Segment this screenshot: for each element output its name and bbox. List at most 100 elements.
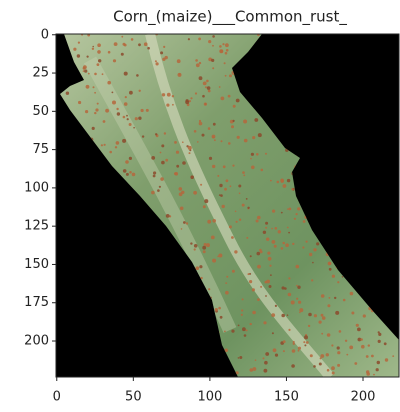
rust-spot xyxy=(85,84,90,89)
rust-spot xyxy=(232,164,235,167)
rust-spot xyxy=(254,359,257,362)
rust-spot xyxy=(174,172,179,176)
rust-spot xyxy=(302,246,305,249)
rust-spot xyxy=(225,282,228,284)
rust-spot xyxy=(240,313,243,316)
rust-spot xyxy=(331,366,335,371)
rust-spot xyxy=(161,144,165,148)
rust-spot xyxy=(312,261,314,264)
rust-spot xyxy=(245,329,248,332)
image-area xyxy=(55,33,400,378)
rust-spot xyxy=(287,292,292,297)
rust-spot xyxy=(176,59,181,64)
rust-spot xyxy=(231,329,235,333)
rust-spot xyxy=(200,276,203,280)
rust-spot xyxy=(265,152,267,155)
rust-spot xyxy=(155,62,159,66)
rust-spot xyxy=(130,38,134,41)
rust-spot xyxy=(228,142,231,145)
rust-spot xyxy=(172,103,174,106)
rust-spot xyxy=(274,227,278,230)
rust-spot xyxy=(126,118,129,121)
rust-spot xyxy=(84,69,88,73)
rust-spot xyxy=(223,62,226,65)
rust-spot xyxy=(151,190,155,195)
rust-spot xyxy=(102,120,106,123)
rust-spot xyxy=(245,198,248,200)
rust-spot xyxy=(328,261,332,265)
axes-frame xyxy=(55,33,400,378)
rust-spot xyxy=(159,151,162,154)
rust-spot xyxy=(337,281,340,284)
rust-spot xyxy=(190,97,193,100)
rust-spot xyxy=(252,310,256,315)
rust-spot xyxy=(298,300,302,304)
rust-spot xyxy=(319,357,322,360)
rust-spot xyxy=(291,364,295,368)
rust-spot xyxy=(206,79,209,83)
rust-spot xyxy=(355,323,359,327)
rust-spot xyxy=(228,225,232,229)
rust-spot xyxy=(217,174,220,177)
rust-spot xyxy=(109,150,112,154)
rust-spot xyxy=(282,340,286,344)
rust-spot xyxy=(325,353,329,357)
rust-spot xyxy=(299,308,304,313)
y-tick-label: 100 xyxy=(24,180,49,195)
rust-spot xyxy=(282,350,285,353)
rust-spot xyxy=(138,89,141,93)
rust-spot xyxy=(83,65,87,69)
rust-spot xyxy=(76,54,81,58)
rust-spot xyxy=(214,308,218,312)
rust-spot xyxy=(249,255,252,258)
rust-spot xyxy=(138,116,142,120)
rust-spot xyxy=(292,342,295,345)
rust-spot xyxy=(371,354,374,358)
rust-spot xyxy=(291,188,294,191)
rust-spot xyxy=(349,345,354,350)
rust-spot xyxy=(354,362,358,365)
chart-title: Corn_(maize)___Common_rust_ xyxy=(113,8,347,27)
rust-spot xyxy=(222,43,225,46)
rust-spot xyxy=(198,37,202,41)
rust-spot xyxy=(265,295,267,297)
rust-spot xyxy=(288,207,292,211)
rust-spot xyxy=(193,190,198,195)
rust-spot xyxy=(316,242,320,246)
rust-spot xyxy=(276,180,280,184)
rust-spot xyxy=(140,108,144,113)
rust-spot xyxy=(326,333,331,337)
rust-spot xyxy=(263,321,267,325)
rust-spot xyxy=(238,218,242,221)
y-tick-label: 175 xyxy=(24,295,49,310)
rust-spot xyxy=(270,274,272,276)
rust-spot xyxy=(328,267,332,271)
rust-spot xyxy=(105,108,109,113)
rust-spot xyxy=(291,349,296,353)
rust-spot xyxy=(103,143,106,146)
rust-spot xyxy=(259,250,263,254)
rust-spot xyxy=(309,354,313,358)
rust-spot xyxy=(165,214,170,218)
x-tick-label: 50 xyxy=(125,390,142,405)
rust-spot xyxy=(383,342,387,346)
rust-spot xyxy=(257,215,261,220)
rust-spot xyxy=(232,119,235,122)
rust-spot xyxy=(273,244,277,248)
rust-spot xyxy=(219,315,223,319)
rust-spot xyxy=(243,174,246,177)
rust-spot xyxy=(274,304,277,307)
rust-spot xyxy=(224,187,227,191)
rust-spot xyxy=(225,43,229,48)
rust-spot xyxy=(286,314,289,317)
rust-spot xyxy=(218,306,221,310)
rust-spot xyxy=(320,294,325,298)
rust-spot xyxy=(190,242,193,245)
rust-spot xyxy=(249,322,252,326)
rust-spot xyxy=(154,60,157,63)
rust-spot xyxy=(180,228,183,230)
rust-spot xyxy=(331,344,334,347)
rust-spot xyxy=(305,341,309,344)
rust-spot xyxy=(321,332,324,335)
rust-spot xyxy=(212,35,215,38)
